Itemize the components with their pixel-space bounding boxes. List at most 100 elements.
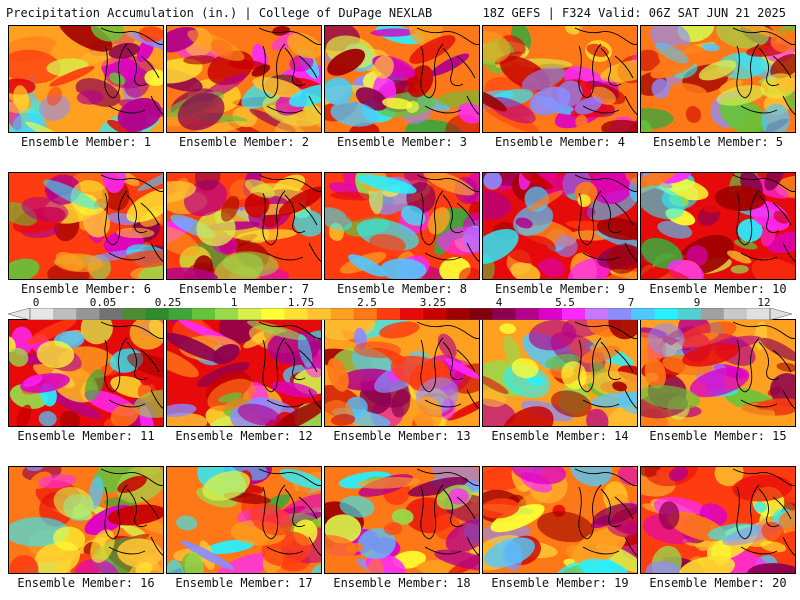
colorbar-swatch bbox=[330, 308, 355, 320]
colorbar-swatch bbox=[469, 308, 493, 320]
great-lakes-outline bbox=[258, 27, 321, 116]
colorbar-swatch bbox=[215, 308, 239, 320]
ensemble-member-panel bbox=[166, 466, 322, 574]
ensemble-member-label: Ensemble Member: 6 bbox=[20, 282, 152, 296]
great-lakes-outline bbox=[100, 321, 163, 410]
colorbar-swatch bbox=[122, 308, 146, 320]
ensemble-member-panel bbox=[324, 319, 480, 427]
ensemble-member-panel bbox=[324, 172, 480, 280]
ensemble-member-label: Ensemble Member: 14 bbox=[491, 429, 629, 443]
great-lakes-outline bbox=[416, 174, 479, 263]
colorbar-swatch bbox=[76, 308, 100, 320]
colorbar-swatch bbox=[446, 308, 470, 320]
colorbar-swatch bbox=[191, 308, 216, 320]
ensemble-member-label: Ensemble Member: 20 bbox=[649, 576, 787, 590]
colorbar-swatch bbox=[585, 308, 609, 320]
ensemble-member-label: Ensemble Member: 8 bbox=[336, 282, 468, 296]
colorbar-swatch bbox=[654, 308, 678, 320]
colorbar-swatch bbox=[561, 308, 586, 320]
ensemble-member-panel bbox=[166, 172, 322, 280]
colorbar-swatch bbox=[677, 308, 701, 320]
ensemble-member-label: Ensemble Member: 19 bbox=[491, 576, 629, 590]
colorbar-low-arrow bbox=[8, 308, 31, 320]
colorbar-swatch bbox=[145, 308, 170, 320]
ensemble-member-panel bbox=[324, 25, 480, 133]
great-lakes-outline bbox=[732, 468, 795, 557]
colorbar-tick-label: 1.75 bbox=[287, 296, 315, 309]
great-lakes-outline bbox=[100, 27, 163, 116]
colorbar-swatch bbox=[608, 308, 632, 320]
precipitation-map bbox=[483, 26, 637, 132]
ensemble-member-label: Ensemble Member: 18 bbox=[333, 576, 471, 590]
ensemble-member-label: Ensemble Member: 5 bbox=[652, 135, 784, 149]
colorbar-tick-label: 12 bbox=[757, 296, 771, 309]
colorbar-swatch bbox=[99, 308, 123, 320]
precipitation-map bbox=[9, 173, 163, 279]
ensemble-member-panel bbox=[640, 25, 796, 133]
precipitation-map bbox=[641, 320, 795, 426]
ensemble-member-panel bbox=[166, 25, 322, 133]
ensemble-member-label: Ensemble Member: 1 bbox=[20, 135, 152, 149]
ensemble-member-panel bbox=[482, 466, 638, 574]
precipitation-map bbox=[325, 467, 479, 573]
ensemble-member-label: Ensemble Member: 11 bbox=[17, 429, 155, 443]
colorbar-swatch bbox=[284, 308, 308, 320]
ensemble-member-label: Ensemble Member: 16 bbox=[17, 576, 155, 590]
ensemble-member-label: Ensemble Member: 13 bbox=[333, 429, 471, 443]
colorbar-tick-label: 2.5 bbox=[357, 296, 377, 309]
ensemble-member-label: Ensemble Member: 12 bbox=[175, 429, 313, 443]
precipitation-map bbox=[325, 320, 479, 426]
ensemble-member-panel bbox=[640, 319, 796, 427]
ensemble-member-panel bbox=[166, 319, 322, 427]
precipitation-map bbox=[641, 26, 795, 132]
great-lakes-outline bbox=[258, 468, 321, 557]
colorbar-swatch bbox=[30, 308, 54, 320]
precipitation-map bbox=[483, 320, 637, 426]
great-lakes-outline bbox=[574, 174, 637, 263]
ensemble-member-panel bbox=[482, 25, 638, 133]
colorbar-swatch bbox=[723, 308, 748, 320]
colorbar-swatch bbox=[168, 308, 193, 320]
precipitation-map bbox=[641, 173, 795, 279]
colorbar-tick-label: 0.05 bbox=[89, 296, 117, 309]
ensemble-member-panel bbox=[640, 466, 796, 574]
ensemble-member-label: Ensemble Member: 17 bbox=[175, 576, 313, 590]
great-lakes-outline bbox=[100, 468, 163, 557]
precipitation-map bbox=[167, 26, 321, 132]
precipitation-map bbox=[9, 320, 163, 426]
precipitation-map bbox=[325, 26, 479, 132]
precipitation-map bbox=[325, 173, 479, 279]
colorbar-swatch bbox=[746, 308, 771, 320]
ensemble-member-label: Ensemble Member: 9 bbox=[494, 282, 626, 296]
precipitation-map bbox=[641, 467, 795, 573]
ensemble-member-panel bbox=[8, 172, 164, 280]
colorbar-swatch bbox=[400, 308, 424, 320]
colorbar-swatch bbox=[53, 308, 77, 320]
ensemble-member-label: Ensemble Member: 3 bbox=[336, 135, 468, 149]
great-lakes-outline bbox=[732, 174, 795, 263]
precipitation-map bbox=[167, 467, 321, 573]
colorbar-swatch bbox=[631, 308, 655, 320]
ensemble-member-panel bbox=[324, 466, 480, 574]
great-lakes-outline bbox=[574, 321, 637, 410]
great-lakes-outline bbox=[258, 321, 321, 410]
colorbar-tick-label: 0.25 bbox=[154, 296, 182, 309]
ensemble-member-panel bbox=[8, 319, 164, 427]
precipitation-map bbox=[483, 467, 637, 573]
ensemble-member-label: Ensemble Member: 2 bbox=[178, 135, 310, 149]
precipitation-map bbox=[9, 467, 163, 573]
colorbar-high-arrow bbox=[769, 308, 792, 320]
great-lakes-outline bbox=[732, 27, 795, 116]
ensemble-member-label: Ensemble Member: 4 bbox=[494, 135, 626, 149]
ensemble-member-label: Ensemble Member: 15 bbox=[649, 429, 787, 443]
precipitation-map bbox=[483, 173, 637, 279]
colorbar-swatch bbox=[307, 308, 331, 320]
colorbar-tick-label: 9 bbox=[693, 296, 701, 309]
colorbar-tick-label: 3.25 bbox=[419, 296, 447, 309]
great-lakes-outline bbox=[416, 321, 479, 410]
colorbar-swatch bbox=[238, 308, 262, 320]
colorbar-tick-label: 7 bbox=[627, 296, 635, 309]
colorbar-tick-label: 5.5 bbox=[555, 296, 575, 309]
colorbar-swatch bbox=[376, 308, 401, 320]
ensemble-member-panel bbox=[482, 172, 638, 280]
